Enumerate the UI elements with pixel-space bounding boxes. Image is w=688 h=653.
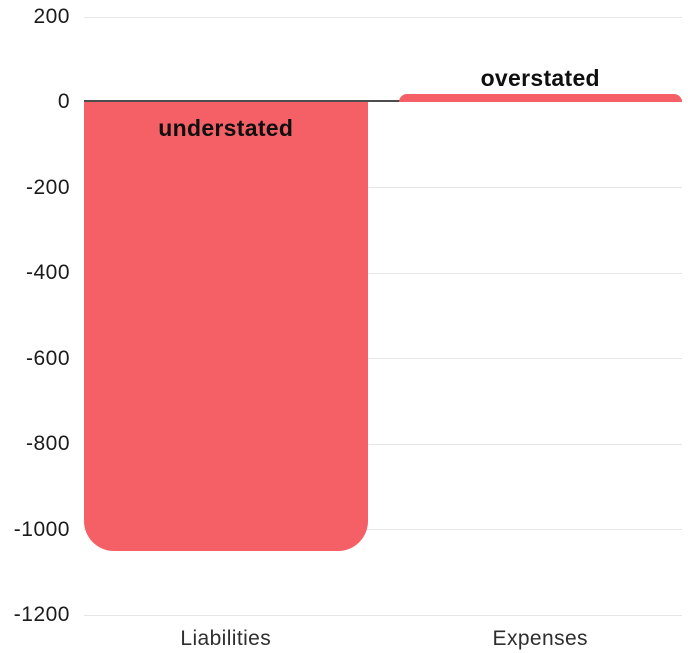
- bar-value-label: overstated: [480, 64, 600, 91]
- zero-axis-line: [84, 100, 682, 103]
- x-axis-label: Liabilities: [180, 627, 272, 650]
- y-tick-label: -200: [25, 175, 70, 199]
- y-tick-label: -600: [25, 346, 70, 370]
- x-axis-label: Expenses: [492, 627, 588, 650]
- y-tick-label: -1200: [13, 603, 70, 626]
- bar-expenses[interactable]: [398, 93, 682, 103]
- y-tick-label: -800: [25, 432, 70, 456]
- gridline: [84, 614, 682, 616]
- gridline: [84, 187, 682, 189]
- y-tick-label: -400: [25, 261, 70, 285]
- gridline: [84, 358, 682, 360]
- bar-liabilities[interactable]: [84, 102, 368, 551]
- gridline: [84, 443, 682, 445]
- bar-value-label: understated: [158, 115, 294, 142]
- gridline: [84, 529, 682, 531]
- gridline: [84, 16, 682, 18]
- y-tick-label: 0: [57, 90, 70, 114]
- y-tick-label: 200: [33, 5, 70, 28]
- gridline: [84, 272, 682, 274]
- y-tick-label: -1000: [13, 517, 70, 541]
